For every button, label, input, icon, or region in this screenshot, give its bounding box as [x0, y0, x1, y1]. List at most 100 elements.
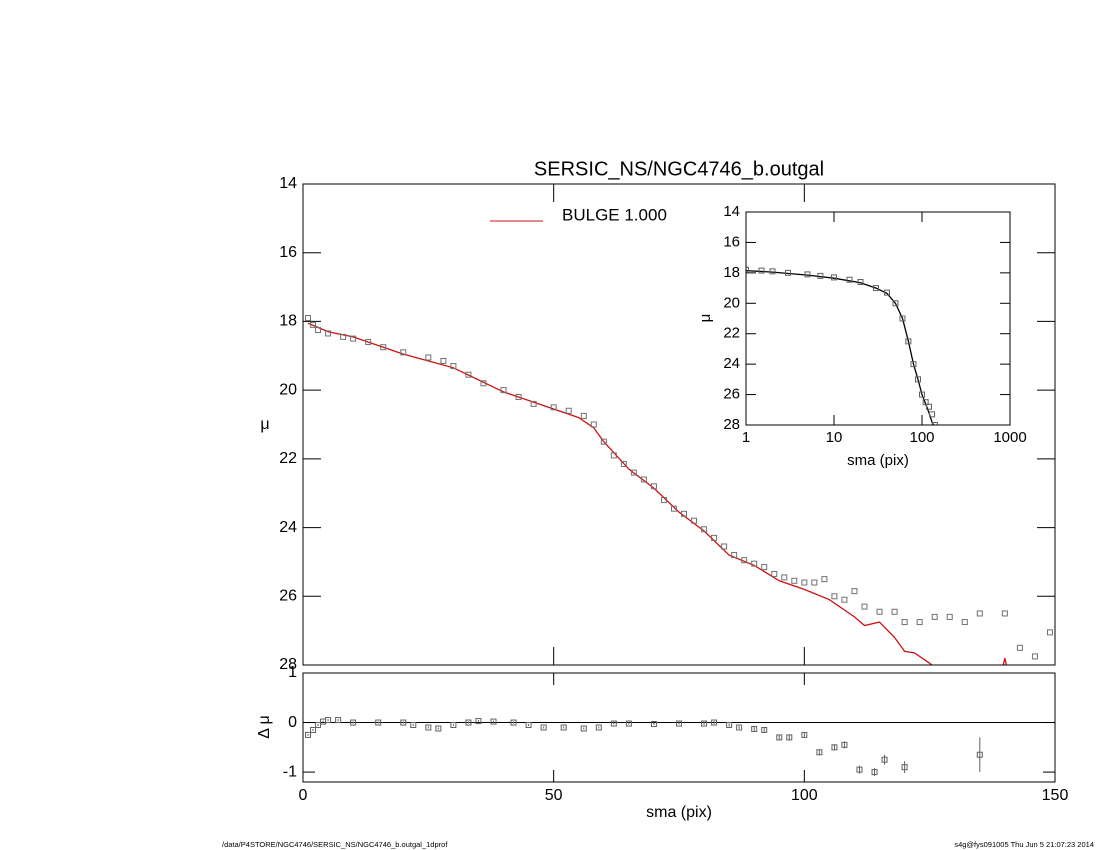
data-point [931, 422, 938, 425]
data-point [610, 720, 617, 727]
data-point [817, 272, 824, 279]
y-tick-label: 22 [723, 325, 740, 342]
y-tick-label: 14 [723, 203, 740, 220]
model-line [307, 322, 1007, 665]
frame [302, 183, 1056, 666]
data-point [761, 564, 768, 571]
data-point [325, 330, 332, 337]
data-point [676, 720, 682, 727]
data-point [400, 349, 407, 356]
data-point [310, 726, 317, 733]
data-point [741, 557, 748, 564]
data-point [831, 274, 837, 281]
y-axis-label: Δ μ [256, 715, 273, 738]
data-point [560, 724, 567, 731]
y-tick-label: 28 [279, 656, 297, 673]
data-point [751, 560, 758, 567]
y-tick-label: 14 [279, 175, 297, 192]
data-point [711, 534, 718, 541]
x-tick-label: 10 [826, 429, 843, 446]
data-point [801, 579, 808, 586]
data-point [325, 717, 332, 724]
y-tick-label: 22 [279, 450, 297, 467]
data-point [761, 726, 768, 733]
y-tick-label: 18 [279, 313, 297, 330]
data-point [620, 461, 627, 468]
footer-left: /data/P4STORE/NGC4746/SERSIC_NS/NGC4746_… [222, 840, 448, 849]
y-tick-label: -1 [283, 763, 297, 780]
data-point [791, 577, 798, 584]
x-tick-label: 150 [1042, 787, 1069, 804]
data-point [919, 391, 925, 398]
data-point [861, 603, 868, 610]
y-tick-label: 24 [279, 519, 297, 536]
data-point [946, 613, 953, 620]
data-point [610, 452, 617, 459]
data-point [916, 619, 923, 626]
data-point [961, 619, 968, 626]
data-point [350, 719, 357, 726]
plot-area [305, 314, 1053, 665]
data-point [786, 734, 793, 741]
data-point [580, 725, 587, 732]
y-axis-label: μ [260, 416, 269, 433]
data-point [650, 721, 657, 728]
data-point [901, 619, 908, 626]
data-point [410, 722, 417, 729]
data-point [640, 476, 647, 483]
legend-label: BULGE 1.000 [562, 205, 667, 224]
data-point [305, 731, 312, 738]
chart-title: SERSIC_NS/NGC4746_b.outgal [534, 158, 824, 180]
data-point [550, 404, 557, 411]
data-point [580, 412, 587, 419]
data-point [440, 357, 447, 364]
data-point [515, 394, 522, 401]
data-point [758, 267, 765, 274]
data-point [650, 483, 657, 490]
data-point [701, 526, 708, 533]
y-tick-label: 26 [723, 386, 740, 403]
data-point [315, 327, 322, 334]
data-point [435, 725, 442, 732]
data-point [771, 570, 778, 577]
data-point [1016, 644, 1023, 651]
data-point [891, 608, 898, 615]
x-tick-label: 1 [742, 429, 750, 446]
data-point [776, 734, 783, 741]
plot-area [746, 266, 938, 425]
frame [745, 211, 1011, 426]
data-point [784, 269, 791, 276]
y-tick-label: 28 [723, 416, 740, 433]
data-point [801, 731, 808, 738]
y-tick-label: 26 [279, 588, 297, 605]
data-point [670, 505, 677, 512]
data-point [365, 339, 372, 346]
data-point [746, 266, 749, 273]
data-point [595, 724, 602, 731]
data-point [876, 608, 883, 615]
data-point [721, 543, 728, 550]
data-point [660, 497, 667, 504]
data-point [736, 724, 743, 731]
data-point [630, 469, 637, 476]
data-point [726, 722, 733, 729]
data-point [883, 289, 890, 296]
data-point [1031, 653, 1038, 660]
data-point [465, 371, 472, 378]
x-tick-label: 1000 [993, 429, 1026, 446]
data-point [305, 314, 312, 321]
data-point [871, 769, 878, 776]
data-point [821, 576, 828, 583]
x-tick-label: 0 [299, 787, 308, 804]
data-point [335, 717, 342, 724]
data-point [380, 344, 387, 351]
data-point [425, 724, 432, 731]
data-point [691, 517, 698, 524]
data-point [816, 749, 823, 756]
data-point [922, 399, 929, 406]
x-tick-label: 100 [909, 429, 934, 446]
data-point [931, 613, 938, 620]
data-point [465, 719, 472, 726]
x-axis-label: sma (pix) [847, 452, 909, 469]
